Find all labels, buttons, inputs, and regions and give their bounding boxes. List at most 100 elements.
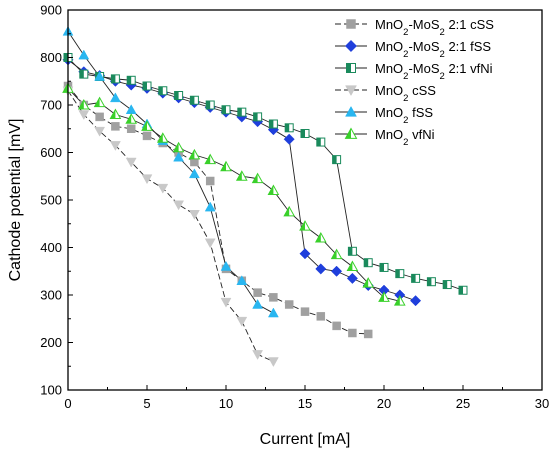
data-point <box>331 265 343 277</box>
data-point <box>426 277 436 287</box>
legend-label-part: MnO <box>375 127 403 142</box>
data-point <box>283 133 295 145</box>
data-point <box>253 288 262 297</box>
legend-marker <box>346 19 356 29</box>
x-axis: 0 5 10 15 20 25 30 <box>64 385 549 411</box>
data-point <box>93 96 106 108</box>
data-point <box>94 70 106 81</box>
legend-label-part: 2:1 cSS <box>445 17 494 32</box>
data-point <box>78 49 90 60</box>
legend-label: MnO2 cSS <box>375 83 436 104</box>
data-point <box>378 291 390 302</box>
data-point <box>267 184 280 195</box>
data-point <box>379 262 389 272</box>
data-point <box>283 205 296 217</box>
data-point <box>158 86 168 96</box>
data-point <box>268 119 278 129</box>
data-point <box>346 260 359 271</box>
data-point <box>332 321 341 331</box>
data-point <box>332 155 342 165</box>
y-tick-label: 700 <box>40 98 62 113</box>
data-point <box>235 170 248 181</box>
legend-label-part: 2 <box>403 115 408 126</box>
data-point <box>252 298 264 309</box>
data-point <box>78 110 90 121</box>
data-point <box>442 280 452 290</box>
legend-item: MnO2-MoS2 2:1 fSS <box>335 39 491 60</box>
data-point <box>188 148 201 160</box>
x-tick-label: 15 <box>298 396 312 411</box>
legend-label: MnO2-MoS2 2:1 cSS <box>375 17 494 38</box>
data-point <box>125 104 137 114</box>
legend-label-part: MnO <box>375 105 403 120</box>
x-tick-label: 0 <box>64 396 71 411</box>
data-point <box>111 122 120 131</box>
legend-marker <box>344 127 358 139</box>
legend-label-part: 2 <box>403 27 408 38</box>
data-point <box>142 131 152 141</box>
y-tick-label: 500 <box>40 193 62 208</box>
data-point <box>315 263 327 275</box>
legend-item: MnO2-MoS2 2:1 cSS <box>335 17 494 38</box>
legend-label-part: 2 <box>440 27 445 38</box>
data-point <box>393 295 406 306</box>
data-point <box>316 312 326 321</box>
data-point <box>126 124 136 133</box>
series-line <box>67 88 400 302</box>
legend-item: MnO2 fSS <box>335 105 433 126</box>
legend-marker <box>344 39 358 53</box>
data-point <box>252 350 264 360</box>
data-point <box>95 112 104 122</box>
data-point <box>205 176 215 186</box>
data-point <box>299 220 311 231</box>
legend-label-part: fSS <box>408 105 433 120</box>
legend-label-part: 2 <box>403 93 408 104</box>
data-point <box>300 129 310 138</box>
legend-label-part: vfNi <box>408 127 434 142</box>
data-point <box>267 307 279 318</box>
legend-label-part: 2:1 vfNi <box>445 61 493 76</box>
x-axis-title: Current [mA] <box>260 431 351 448</box>
data-point <box>300 307 310 316</box>
data-point <box>220 160 232 172</box>
legend-marker <box>345 105 357 117</box>
data-point <box>126 75 136 85</box>
y-tick-label: 200 <box>40 335 62 350</box>
x-tick-label: 25 <box>456 396 470 411</box>
legend-label-part: MnO <box>375 39 403 54</box>
data-point <box>410 295 422 307</box>
data-point <box>316 137 326 147</box>
data-point <box>172 141 185 153</box>
data-point <box>79 69 89 79</box>
data-point <box>141 174 153 185</box>
data-point <box>174 91 184 100</box>
data-point <box>205 100 215 110</box>
legend-label-part: 2 <box>403 71 408 82</box>
data-point <box>77 98 90 110</box>
data-point <box>363 258 373 268</box>
data-point <box>395 269 405 279</box>
data-point <box>284 123 294 133</box>
data-point <box>348 328 357 338</box>
data-point <box>267 357 279 368</box>
data-point <box>236 275 248 285</box>
y-tick-label: 400 <box>40 240 62 255</box>
data-point <box>269 293 278 302</box>
data-point <box>189 95 199 105</box>
legend-marker <box>346 63 356 73</box>
data-point <box>109 108 122 119</box>
data-point <box>299 248 311 260</box>
data-point <box>314 231 327 243</box>
data-point <box>173 200 185 211</box>
legend-item: MnO2-MoS2 2:1 vfNi <box>335 61 493 82</box>
data-point <box>284 300 294 309</box>
legend-item: MnO2 vfNi <box>335 127 435 148</box>
data-point <box>411 273 421 283</box>
x-tick-label: 5 <box>143 396 150 411</box>
data-point <box>109 92 121 103</box>
data-point <box>204 153 217 165</box>
data-point <box>157 183 169 194</box>
y-axis: 100 200 300 400 500 600 700 800 900 <box>40 3 73 398</box>
data-point <box>204 201 216 212</box>
data-point <box>253 112 263 122</box>
